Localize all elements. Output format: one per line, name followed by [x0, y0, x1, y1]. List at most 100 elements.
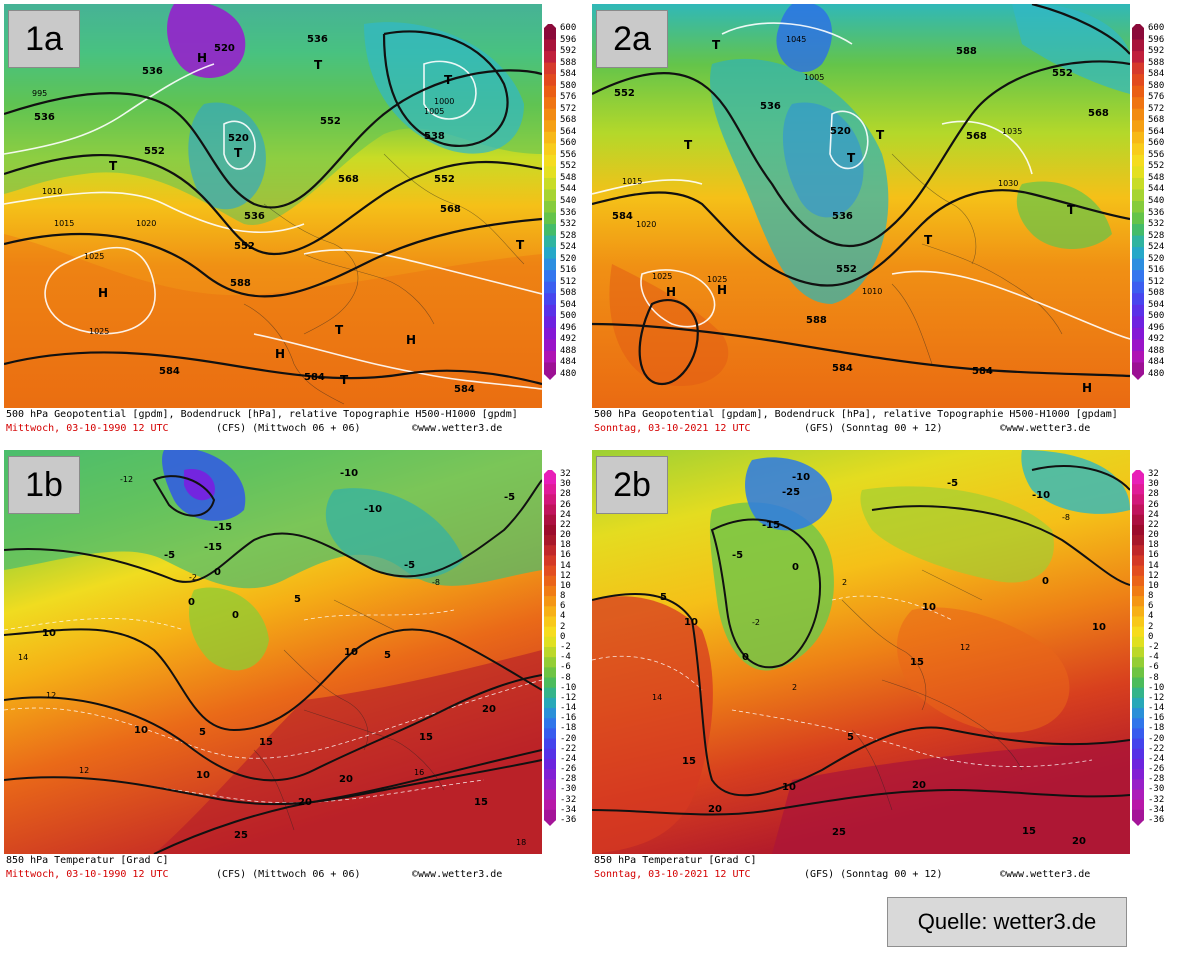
colorbar-tick-label: -24: [560, 753, 577, 764]
colorbar-tick-label: 548: [560, 172, 577, 183]
map-label: 2: [792, 683, 797, 692]
panel-label: 2a: [596, 10, 668, 68]
colorbar-tick-label: 596: [560, 34, 577, 45]
colorbar-segment: [1132, 484, 1144, 495]
colorbar-segment: [544, 748, 556, 760]
source-credit: Quelle: wetter3.de: [887, 897, 1127, 947]
temperature-map: -10 -10 -15 -15 -5 -5 -5 0 0 0 5 5 5 10 …: [4, 450, 542, 854]
colorbar-segment: [544, 555, 556, 567]
colorbar-tick-label: 30: [560, 479, 571, 490]
caption-model: (CFS) (Mittwoch 06 + 06): [216, 869, 361, 880]
map-label: -10: [792, 472, 810, 483]
colorbar-segment: [544, 626, 556, 638]
colorbar-tick-label: -6: [1148, 662, 1159, 673]
colorbar-tick-label: -6: [560, 662, 571, 673]
colorbar-segment: [544, 687, 556, 699]
colorbar-tick-label: -12: [1148, 692, 1165, 703]
colorbar-segment: [1132, 606, 1144, 617]
map-label: 14: [18, 653, 28, 662]
map-label: 538: [424, 131, 445, 142]
caption-date: Sonntag, 03-10-2021 12 UTC: [594, 423, 751, 434]
colorbar-tick-label: 16: [560, 550, 571, 561]
map-label: 1045: [786, 35, 806, 44]
colorbar-segment: [544, 474, 556, 485]
map-graphic: 536 536 536 536 538 552 552 552 552 568 …: [4, 4, 542, 408]
map-caption: 850 hPa Temperatur [Grad C] Mittwoch, 03…: [4, 854, 542, 882]
caption-model: (GFS) (Sonntag 00 + 12): [804, 423, 943, 434]
caption-title: 500 hPa Geopotential [gpdam], Bodendruck…: [594, 409, 1118, 420]
colorbar-segment: [544, 39, 556, 52]
colorbar-segment: [1132, 74, 1144, 87]
colorbar-tick-label: 24: [1148, 509, 1159, 520]
map-label: 0: [742, 652, 749, 663]
colorbar-segment: [1132, 97, 1144, 110]
low-pressure-marker: T: [234, 146, 243, 160]
colorbar-tick-label: -28: [1148, 774, 1165, 785]
map-label: -5: [947, 478, 958, 489]
colorbar-tick-label: 28: [1148, 489, 1159, 500]
colorbar-segment: [544, 789, 556, 801]
colorbar-segment: [544, 350, 556, 363]
high-pressure-marker: H: [406, 333, 416, 347]
colorbar-tick-label: 556: [1148, 149, 1165, 160]
colorbar-segment: [544, 212, 556, 225]
colorbar-segment: [1132, 51, 1144, 64]
panel-2b: -10 -10 -15 -25 -5 -5 0 0 0 5 5 10 10 10…: [592, 450, 1170, 883]
colorbar-tick-label: 22: [560, 519, 571, 530]
map-label: -8: [432, 578, 440, 587]
caption-title: 500 hPa Geopotential [gpdm], Bodendruck …: [6, 409, 518, 420]
colorbar-segment: [544, 120, 556, 133]
map-label: 588: [956, 46, 977, 57]
colorbar-tick-label: 504: [1148, 299, 1165, 310]
caption-source: ©www.wetter3.de: [412, 423, 503, 434]
map-label: 15: [1022, 826, 1036, 837]
colorbar-segment: [544, 545, 556, 556]
colorbar-segment: [544, 667, 556, 679]
colorbar-segment: [544, 166, 556, 179]
colorbar-tick-label: 512: [1148, 276, 1165, 287]
map-label: 15: [474, 797, 488, 808]
colorbar-tick-label: -4: [560, 652, 571, 663]
colorbar-segment: [1132, 769, 1144, 780]
map-label: -12: [120, 475, 133, 484]
colorbar-tick-label: 576: [1148, 92, 1165, 103]
colorbar-segment: [1132, 677, 1144, 689]
colorbar-segment: [1132, 201, 1144, 214]
colorbar-tick-label: 592: [1148, 46, 1165, 57]
colorbar-segment: [544, 779, 556, 790]
colorbar-segment: [1132, 293, 1144, 306]
colorbar-tick-label: 584: [1148, 69, 1165, 80]
colorbar-segment: [544, 596, 556, 607]
colorbar-segment: [1132, 235, 1144, 248]
colorbar-tick-label: 540: [1148, 196, 1165, 206]
colorbar-tick-label: 26: [560, 499, 571, 510]
colorbar-tick-label: 484: [1148, 357, 1165, 368]
map-label: 1025: [707, 275, 727, 284]
colorbar-tick-label: -28: [560, 774, 577, 785]
colorbar-segment: [544, 514, 556, 526]
map-label: -10: [340, 468, 358, 479]
colorbar-tick-label: -20: [560, 733, 577, 744]
colorbar-segment: [1132, 758, 1144, 770]
colorbar-segment: [544, 799, 556, 811]
colorbar-tick-label: -8: [1148, 672, 1159, 683]
colorbar-segment: [1132, 281, 1144, 294]
map-label: 12: [79, 766, 89, 775]
colorbar-segment: [1132, 224, 1144, 237]
colorbar-segment: [544, 281, 556, 294]
colorbar-tick-label: 488: [1148, 345, 1165, 356]
map-label: 5: [199, 727, 206, 738]
map-label: 1025: [652, 272, 672, 281]
high-pressure-marker: H: [1082, 381, 1092, 395]
map-label: 1035: [1002, 127, 1022, 136]
colorbar-tick-label: -20: [1148, 733, 1165, 744]
panel-label: 1a: [8, 10, 80, 68]
map-label: 536: [307, 34, 328, 45]
map-label: 5: [660, 592, 667, 603]
colorbar-tick-label: 580: [560, 80, 577, 91]
colorbar-tick-label: -12: [560, 692, 577, 703]
colorbar-tick-label: -18: [1148, 723, 1165, 734]
colorbar-tick-label: -16: [560, 713, 577, 724]
map-label: 584: [304, 372, 325, 383]
colorbar-tick-label: 4: [560, 611, 566, 622]
